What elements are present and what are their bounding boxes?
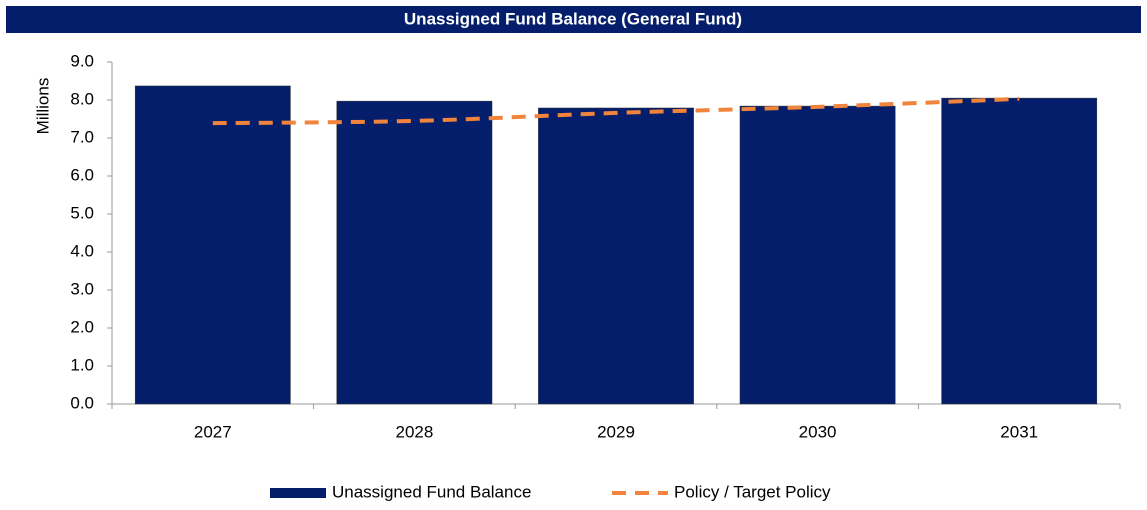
- y-tick-label: 3.0: [70, 279, 94, 298]
- y-tick-label: 7.0: [70, 127, 94, 146]
- y-tick-label: 1.0: [70, 355, 94, 374]
- title-bar: [6, 6, 1141, 33]
- bar: [941, 97, 1098, 405]
- y-tick-label: 5.0: [70, 203, 94, 222]
- x-tick-label: 2030: [799, 422, 837, 441]
- legend-swatch: [270, 488, 326, 498]
- x-tick-label: 2027: [194, 422, 232, 441]
- bar: [134, 85, 291, 405]
- legend-label: Policy / Target Policy: [674, 482, 831, 501]
- chart-title: Unassigned Fund Balance (General Fund): [404, 9, 742, 28]
- bar: [739, 105, 896, 405]
- bar: [336, 100, 493, 405]
- x-tick-label: 2029: [597, 422, 635, 441]
- x-tick-label: 2031: [1000, 422, 1038, 441]
- y-axis-label: Millions: [33, 78, 52, 135]
- legend-label: Unassigned Fund Balance: [332, 482, 531, 501]
- y-tick-label: 0.0: [70, 393, 94, 412]
- y-tick-label: 4.0: [70, 241, 94, 260]
- bar: [538, 107, 694, 405]
- y-tick-label: 6.0: [70, 165, 94, 184]
- y-tick-label: 8.0: [70, 89, 94, 108]
- x-tick-label: 2028: [395, 422, 433, 441]
- y-tick-label: 9.0: [70, 51, 94, 70]
- y-tick-label: 2.0: [70, 317, 94, 336]
- line: [212, 96, 1020, 126]
